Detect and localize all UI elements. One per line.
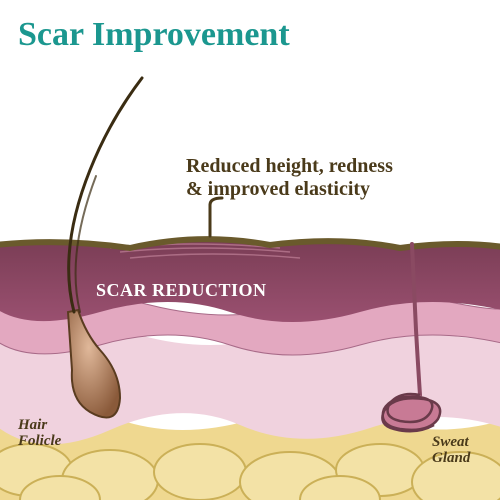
diagram-title: Scar Improvement [18, 16, 290, 54]
callout-label: Reduced height, redness & improved elast… [186, 155, 393, 201]
hair-follicle-label: HairFolicle [18, 418, 61, 450]
skin-layers-svg [0, 0, 500, 500]
scar-reduction-label: SCAR REDUCTION [96, 280, 267, 301]
sweat-gland-label: SweatGland [432, 435, 470, 467]
diagram-canvas: Scar Improvement Reduced height, redness… [0, 0, 500, 500]
